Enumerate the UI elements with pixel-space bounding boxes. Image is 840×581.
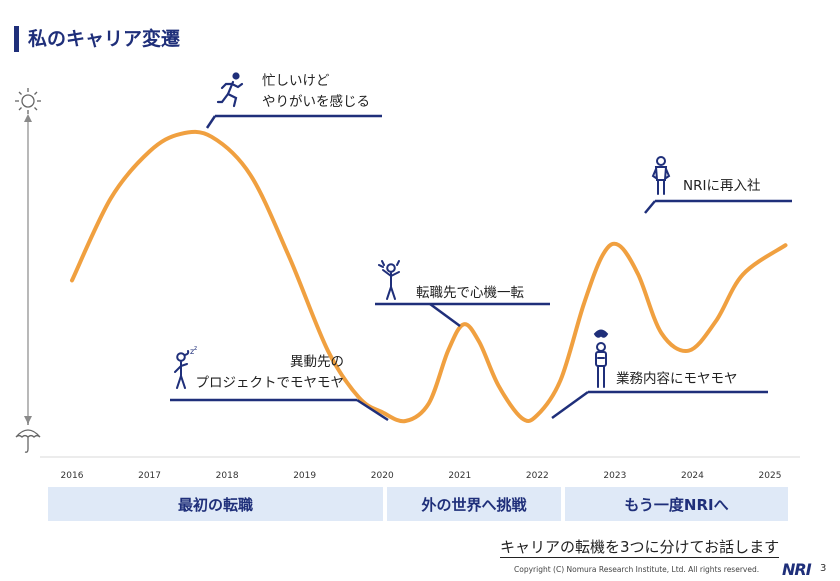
x-tick-label-2016: 2016 — [61, 471, 84, 481]
confused-person-icon — [593, 329, 609, 388]
annotation-1-leader — [205, 115, 217, 129]
x-tick-label-2021: 2021 — [448, 471, 471, 481]
annotation-1-text-line-1: 忙しいけど — [262, 73, 330, 89]
footer-note: キャリアの転機を3つに分けてお話します — [500, 538, 780, 558]
phase-label: 最初の転職 — [177, 495, 253, 514]
page-number: 3 — [820, 563, 827, 574]
phase-label: もう一度NRIへ — [624, 495, 729, 514]
annotation-5-text-line-1: NRIに再入社 — [683, 178, 760, 194]
annotation-3-text-line-1: 転職先で心機一転 — [416, 285, 524, 301]
x-tick-label-2022: 2022 — [526, 471, 549, 481]
x-tick-labels: 2016 2017 2018 2019 2020 2021 2022 2023 2024 2025 — [61, 471, 782, 481]
svg-text:z: z — [190, 347, 194, 356]
annotation-3-leader — [429, 302, 461, 328]
tired-person-icon: z z — [174, 345, 197, 389]
phase-label: 外の世界へ挑戦 — [421, 495, 527, 514]
x-tick-label-2020: 2020 — [371, 471, 394, 481]
annotation-1-text-line-2: やりがいを感じる — [262, 93, 370, 110]
x-tick-label-2024: 2024 — [681, 471, 704, 481]
y-axis-arrow-up — [24, 114, 32, 122]
annotation-2-text-line-1: 異動先の — [290, 354, 344, 370]
sun-icon — [15, 88, 41, 114]
annotation-4-text-line-1: 業務内容にモヤモヤ — [616, 370, 738, 387]
nri-logo: NRI — [782, 560, 812, 579]
x-tick-label-2017: 2017 — [138, 471, 161, 481]
umbrella-icon — [15, 422, 41, 453]
x-tick-label-2023: 2023 — [603, 471, 626, 481]
x-tick-label-2025: 2025 — [759, 471, 782, 481]
page-title: 私のキャリア変遷 — [28, 28, 181, 50]
running-person-icon — [216, 72, 244, 108]
career-curve-series — [70, 129, 788, 424]
standing-person-icon — [651, 156, 671, 195]
annotation-2-text-line-2: プロジェクトでモヤモヤ — [196, 375, 345, 391]
phase-band-return-to-nri: もう一度NRIへ — [565, 487, 788, 521]
phase-band-first-job-change: 最初の転職 — [48, 487, 383, 521]
x-tick-label-2018: 2018 — [216, 471, 239, 481]
y-axis-arrow-down — [24, 416, 32, 424]
svg-text:z: z — [194, 345, 197, 352]
cheering-person-icon — [378, 260, 400, 300]
x-tick-label-2019: 2019 — [293, 471, 316, 481]
copyright-text: Copyright (C) Nomura Research Institute,… — [514, 565, 760, 574]
phase-band-outside-challenge: 外の世界へ挑戦 — [387, 487, 561, 521]
annotation-4-leader — [551, 390, 589, 420]
annotation-2-leader — [356, 398, 389, 422]
title-accent-bar — [14, 26, 19, 52]
annotation-5-leader — [644, 200, 656, 214]
